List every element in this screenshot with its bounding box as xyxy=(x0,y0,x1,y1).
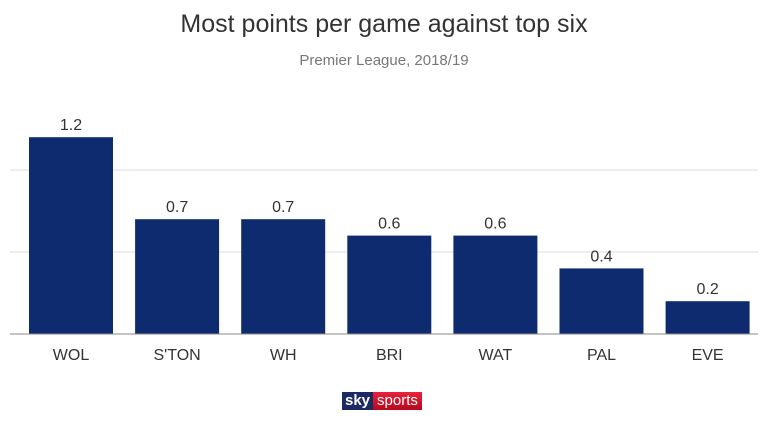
x-tick-label: BRI xyxy=(376,347,403,364)
logo-sports: sports xyxy=(373,392,422,410)
bar xyxy=(29,137,113,334)
bar xyxy=(559,268,644,334)
chart-subtitle: Premier League, 2018/19 xyxy=(299,52,469,69)
sky-sports-logo: sky sports xyxy=(342,392,422,410)
x-tick-label: PAL xyxy=(587,347,616,364)
x-tick-label: WOL xyxy=(53,347,90,364)
data-label: 0.7 xyxy=(272,199,294,216)
data-label: 0.7 xyxy=(166,199,188,216)
data-label: 0.2 xyxy=(696,281,718,298)
data-label: 0.6 xyxy=(378,216,400,233)
bar xyxy=(665,301,750,334)
data-label: 1.2 xyxy=(60,117,82,134)
x-tick-label: EVE xyxy=(692,347,724,364)
x-tick-label: S'TON xyxy=(153,347,200,364)
bar xyxy=(241,219,326,334)
data-label: 0.4 xyxy=(590,248,612,265)
chart-title: Most points per game against top six xyxy=(180,10,588,38)
x-tick-label: WAT xyxy=(479,347,513,364)
data-label: 0.6 xyxy=(484,216,506,233)
x-tick-label: WH xyxy=(270,347,297,364)
bar xyxy=(135,219,220,334)
bar xyxy=(347,235,432,334)
logo-sky: sky xyxy=(342,392,374,410)
bar xyxy=(453,235,538,334)
